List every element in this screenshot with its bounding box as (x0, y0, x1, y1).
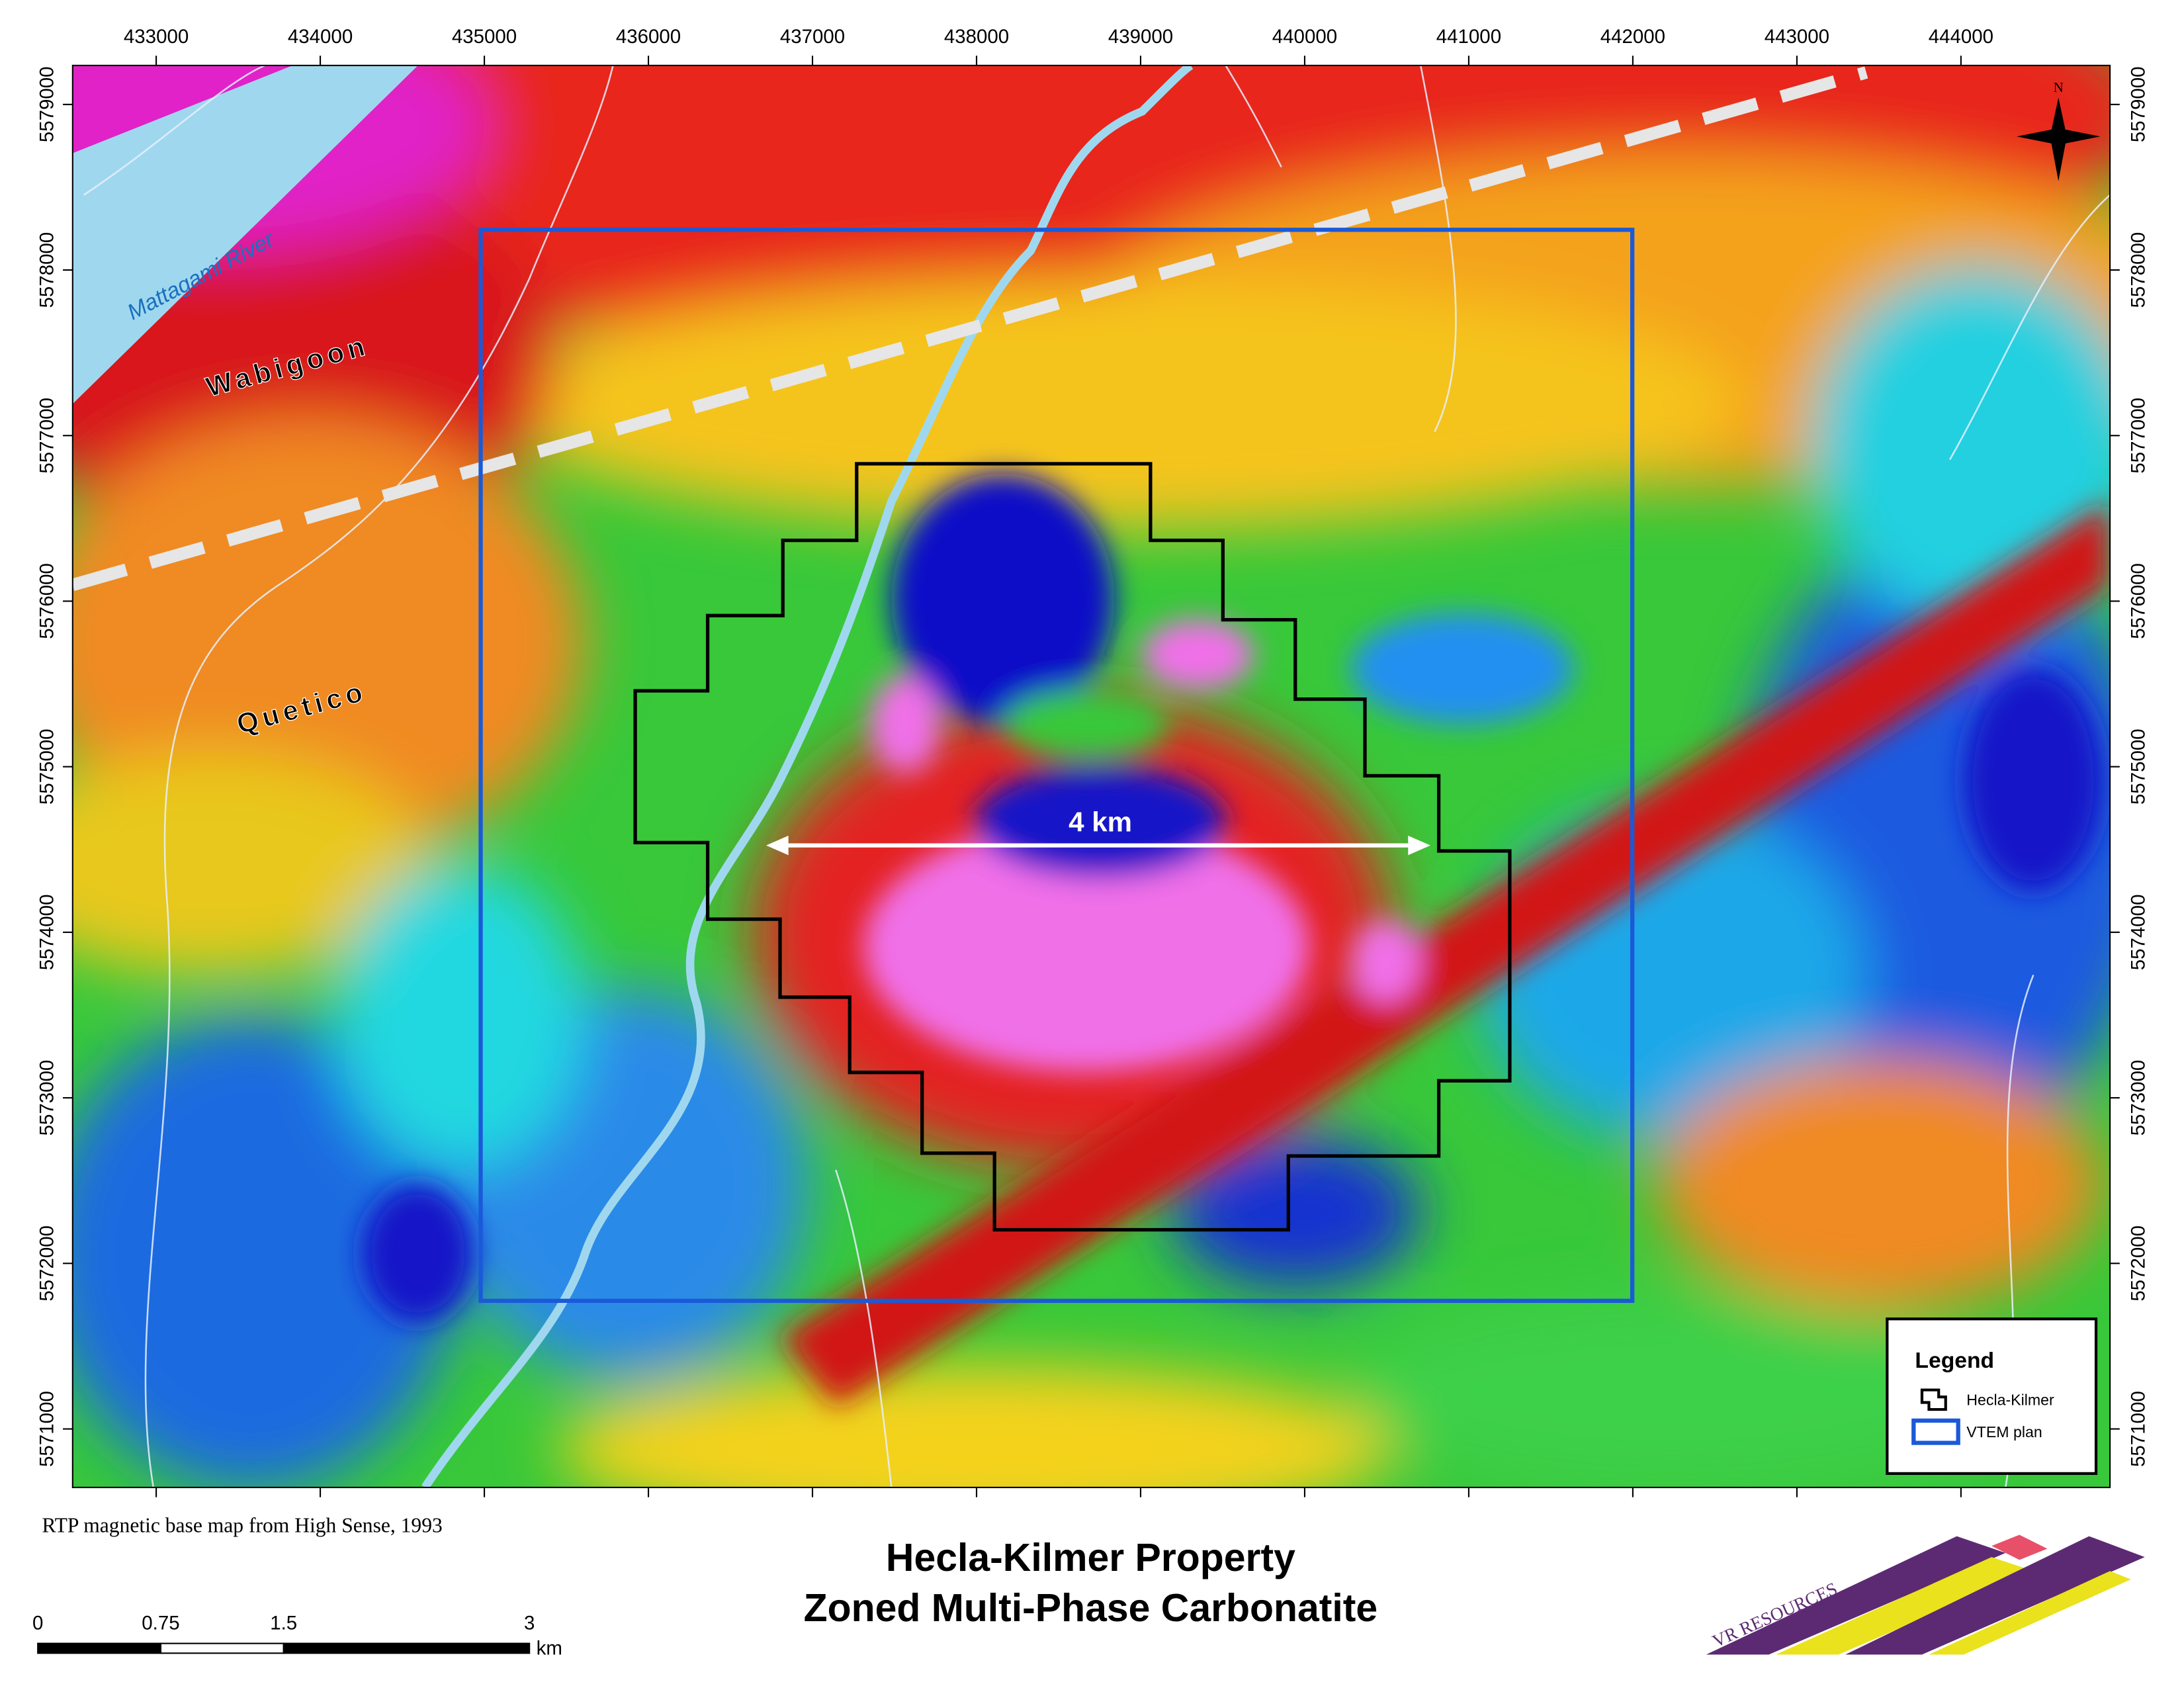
y-tick-label: 5577000 (2128, 398, 2150, 474)
y-tick-label: 5571000 (36, 1391, 58, 1467)
north-arrow: N (2017, 79, 2101, 181)
x-tick-label: 433000 (124, 26, 189, 48)
scale-bar: 0 0.75 1.5 3km (32, 1613, 562, 1660)
magnetic-map: 4 km Mattagami River Wabigoon Quetico N … (72, 65, 2111, 1488)
y-tick-label: 5571000 (2128, 1391, 2150, 1467)
y-tick-label: 5572000 (2128, 1225, 2150, 1302)
y-tick-label: 5579000 (2128, 67, 2150, 143)
x-tick-label: 435000 (452, 26, 517, 48)
scale-label: 0.75 (142, 1613, 179, 1634)
hecla-kilmer-outline (633, 462, 1512, 1232)
logo: VR RESOURCES (1706, 1534, 2145, 1655)
y-tick-label: 5579000 (36, 67, 58, 143)
y-tick-label: 5574000 (2128, 895, 2150, 971)
x-tick-label: 444000 (1929, 26, 1993, 48)
legend-item: VTEM plan (1966, 1423, 2042, 1441)
north-label: N (2054, 79, 2064, 95)
distance-label: 4 km (1069, 807, 1132, 838)
vtem-plan-outline (478, 228, 1635, 1304)
distance-arrow (765, 835, 1430, 856)
y-tick-label: 5578000 (36, 232, 58, 308)
title: Hecla-Kilmer Property (886, 1536, 1295, 1579)
subtitle: Zoned Multi-Phase Carbonatite (804, 1587, 1378, 1630)
x-tick-label: 434000 (288, 26, 353, 48)
y-tick-label: 5575000 (2128, 729, 2150, 805)
legend-item: Hecla-Kilmer (1966, 1392, 2054, 1409)
map-frame (71, 64, 2111, 1488)
rtp-anomalies (72, 65, 2111, 1488)
scale-segment (283, 1642, 531, 1654)
y-tick-label: 5576000 (2128, 563, 2150, 639)
scale-label: 0 (32, 1613, 43, 1634)
x-tick-label: 443000 (1765, 26, 1829, 48)
scale-segment (37, 1642, 161, 1654)
x-tick-label: 439000 (1108, 26, 1173, 48)
scale-label: 1.5 (270, 1613, 297, 1634)
legend-swatch (1911, 1418, 1960, 1445)
coordinate-ticks: 433000 434000 435000 436000 437000 438000 4390… (36, 26, 2150, 1497)
source-note: RTP magnetic base map from High Sense, 1… (42, 1513, 442, 1536)
x-tick-label: 437000 (780, 26, 845, 48)
river-channel (72, 65, 418, 404)
y-tick-label: 5574000 (36, 895, 58, 971)
carbonatite-core (362, 473, 2111, 1407)
legend-swatch (1920, 1388, 1947, 1411)
streams (83, 65, 2111, 1488)
scale-segment (159, 1642, 284, 1654)
y-tick-label: 5575000 (36, 729, 58, 805)
river (421, 65, 1194, 1488)
y-tick-label: 5578000 (2128, 232, 2150, 308)
legend-title: Legend (1915, 1349, 1994, 1373)
terrane-boundary (72, 66, 1868, 592)
y-tick-label: 5573000 (2128, 1060, 2150, 1136)
x-tick-label: 438000 (944, 26, 1009, 48)
y-tick-label: 5573000 (36, 1060, 58, 1136)
x-tick-label: 440000 (1272, 26, 1337, 48)
scale-label: 3 (524, 1613, 535, 1634)
y-tick-label: 5572000 (36, 1225, 58, 1302)
scale-unit: km (537, 1637, 562, 1659)
x-tick-label: 436000 (616, 26, 681, 48)
y-tick-label: 5577000 (36, 398, 58, 474)
y-tick-label: 5576000 (36, 563, 58, 639)
x-tick-label: 442000 (1600, 26, 1665, 48)
x-tick-label: 441000 (1436, 26, 1501, 48)
legend: Legend Hecla-Kilmer VTEM plan (1886, 1317, 2098, 1475)
